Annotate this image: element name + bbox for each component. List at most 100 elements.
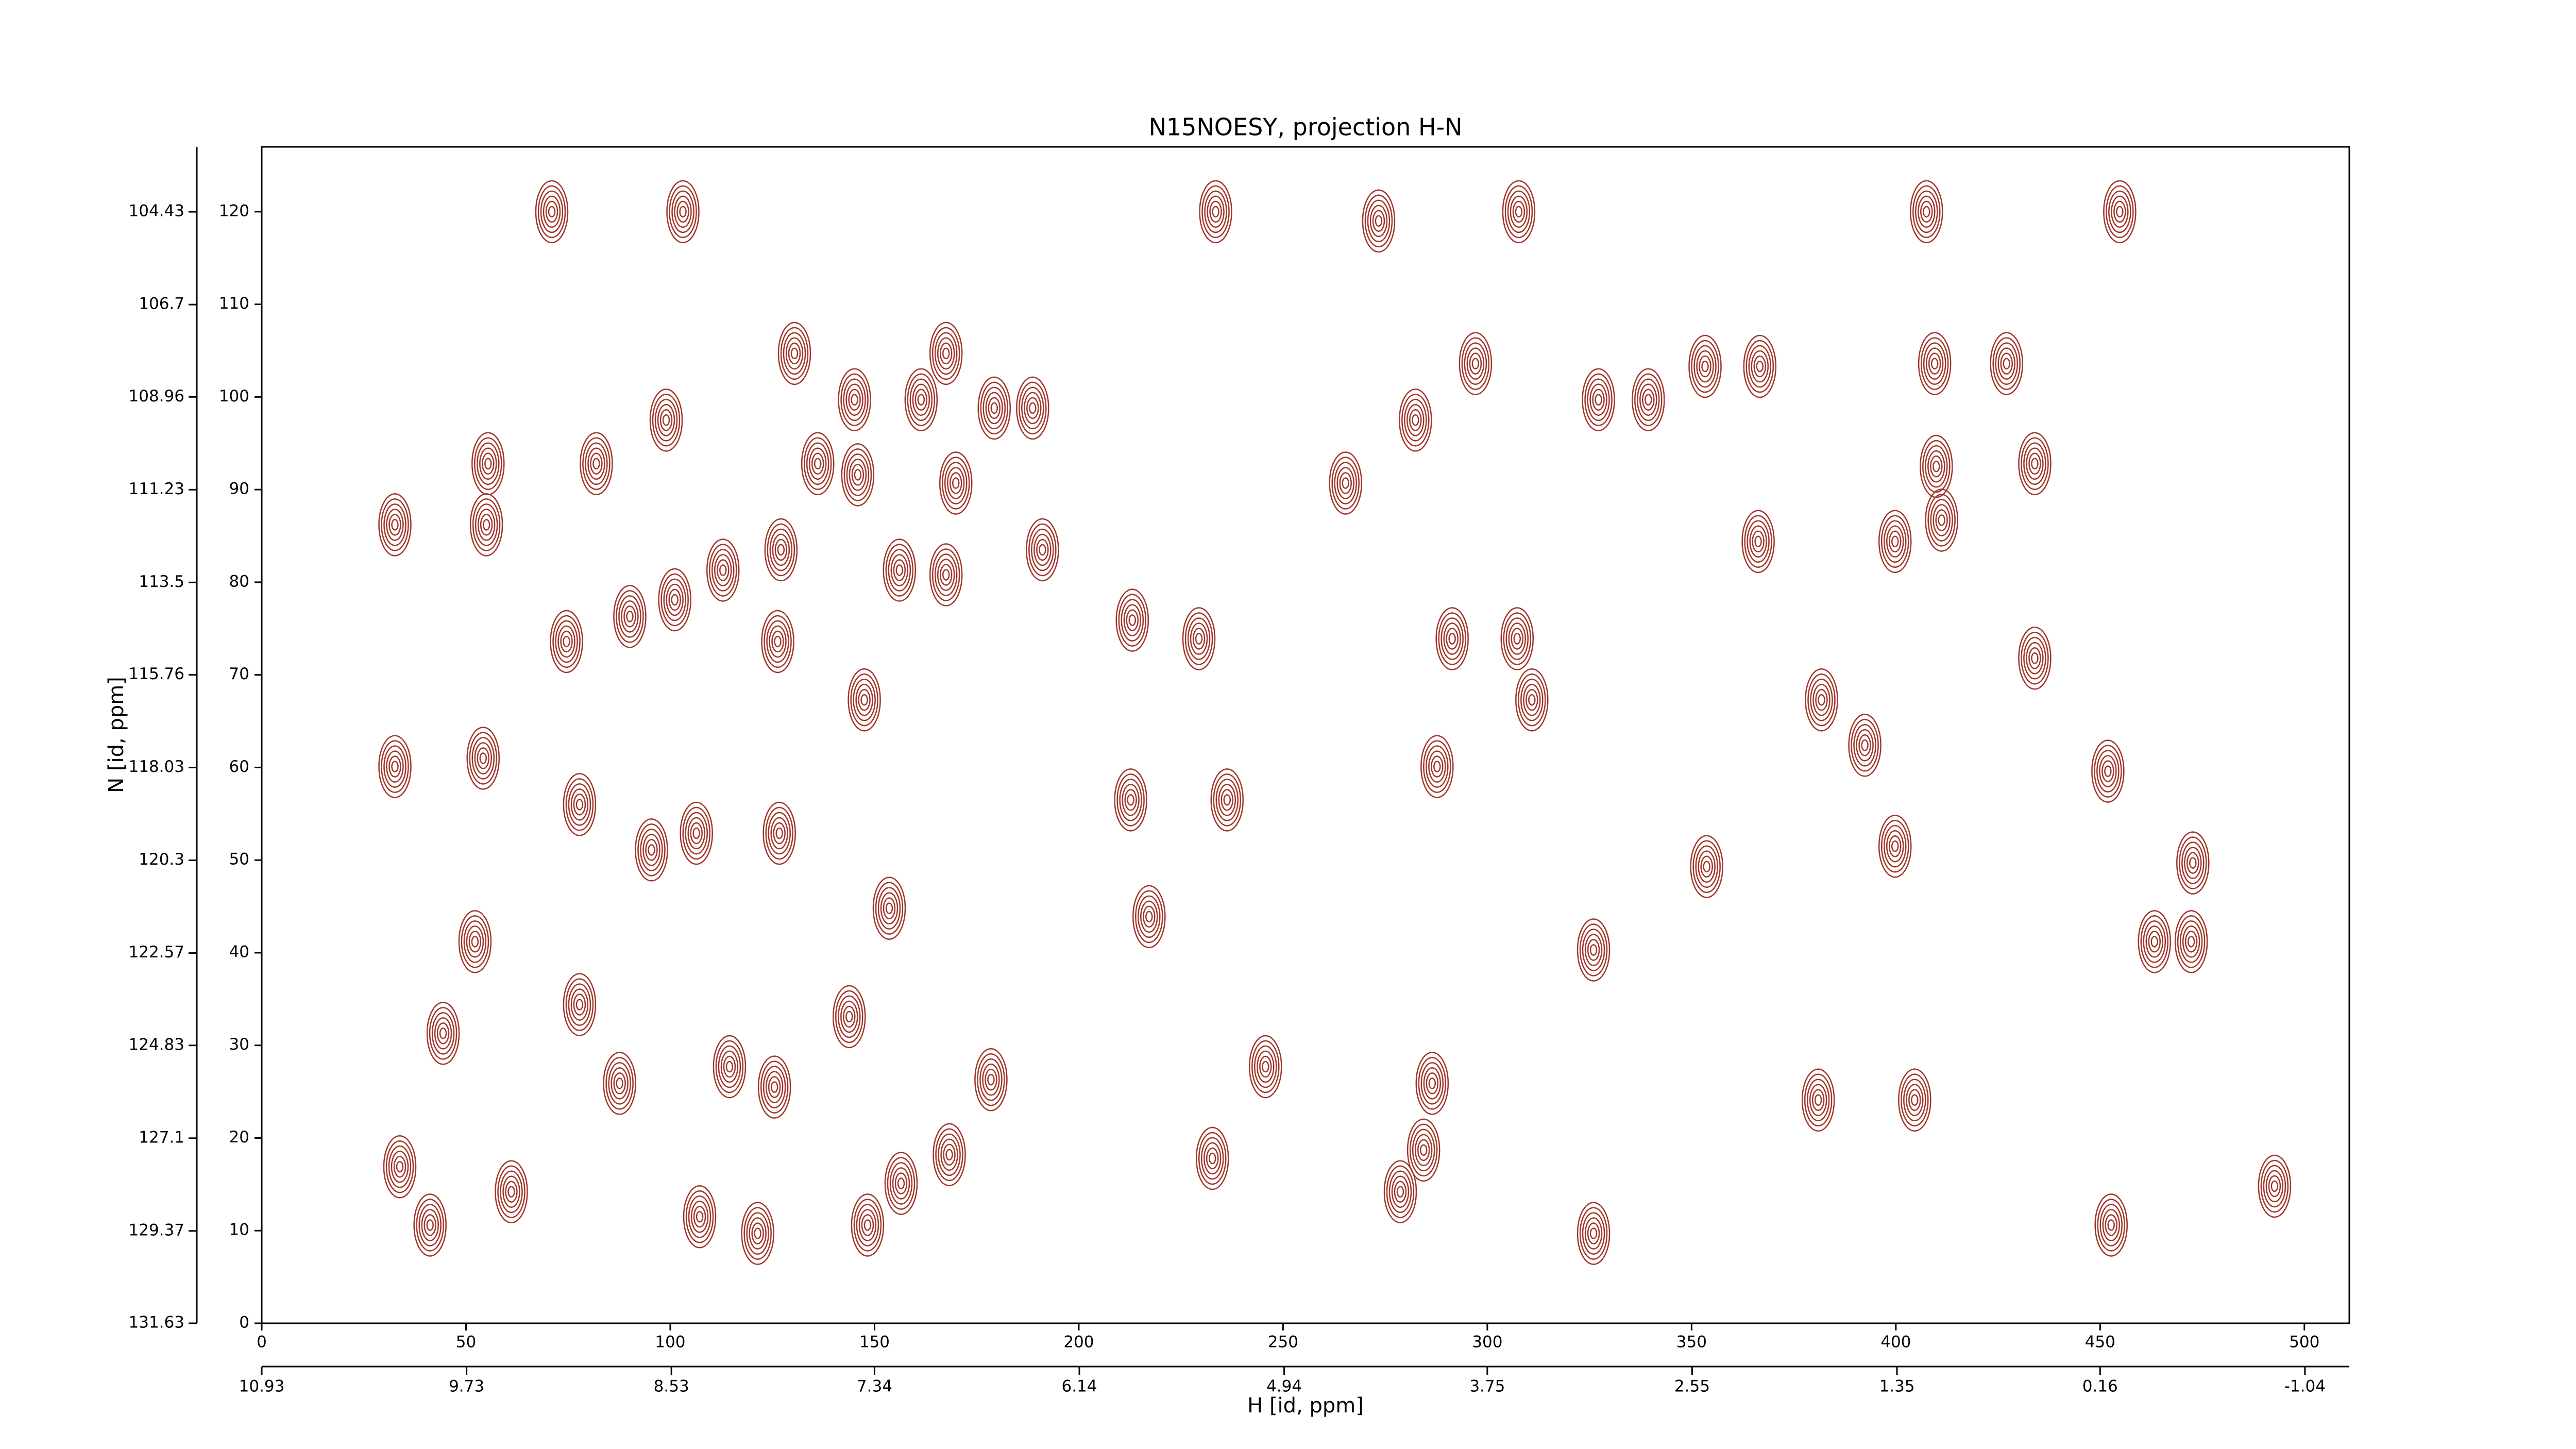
contour-ring	[706, 538, 740, 602]
contour-ring	[1923, 342, 1946, 385]
contour-ring	[1878, 510, 1912, 574]
contour-ring	[621, 600, 639, 633]
contour-ring	[1369, 205, 1388, 238]
contour-ring	[1513, 633, 1521, 645]
contour-ring	[790, 347, 799, 360]
contour-ring	[853, 678, 876, 721]
contour-ring	[474, 742, 493, 774]
contour-ring	[883, 538, 917, 602]
contour-ring	[570, 788, 589, 821]
y2-tick-label: 104.43	[129, 202, 184, 221]
contour-ring	[893, 559, 906, 581]
contour-ring	[466, 727, 500, 790]
contour-ring	[949, 472, 962, 494]
contour-ring	[1249, 1035, 1282, 1099]
contour-ring	[1878, 814, 1912, 878]
contour-ring	[885, 544, 914, 597]
contour-ring	[754, 1227, 761, 1239]
contour-ring	[671, 190, 694, 233]
contour-ring	[1426, 745, 1449, 788]
contour-ring	[2018, 432, 2052, 496]
contour-ring	[1923, 206, 1930, 218]
contour-ring	[1114, 768, 1147, 832]
contour-ring	[803, 437, 832, 491]
y-tick-label: 10	[229, 1221, 249, 1239]
contour-ring	[383, 1135, 417, 1199]
y2-tick-label: 122.57	[129, 943, 184, 962]
contour-ring	[1195, 1126, 1229, 1190]
contour-ring	[1692, 840, 1721, 894]
contour-ring	[2031, 458, 2039, 470]
contour-ring	[715, 1040, 744, 1093]
contour-ring	[1204, 190, 1227, 233]
contour-ring	[381, 498, 409, 551]
contour-ring	[841, 443, 875, 507]
contour-ring	[1029, 402, 1037, 414]
contour-ring	[1741, 510, 1775, 574]
contour-ring	[1140, 900, 1158, 933]
contour-ring	[772, 533, 790, 566]
contour-ring	[1026, 397, 1039, 419]
contour-ring	[1925, 347, 1944, 380]
contour-ring	[1906, 1084, 1924, 1117]
contour-ring	[463, 920, 487, 963]
y-tick-label: 30	[229, 1035, 249, 1054]
contour-ring	[385, 1140, 414, 1193]
contour-ring	[1200, 1137, 1224, 1180]
contour-ring	[2268, 1175, 2281, 1198]
contour-ring	[1339, 472, 1352, 494]
contour-ring	[858, 1209, 877, 1241]
contour-ring	[843, 1005, 856, 1028]
contour-ring	[946, 467, 965, 499]
contour-ring	[788, 342, 801, 365]
contour-ring	[1145, 911, 1153, 923]
contour-ring	[1848, 714, 1882, 777]
x2-tick-label: 8.53	[654, 1377, 689, 1396]
contour-ring	[988, 397, 1001, 419]
contour-ring	[2091, 739, 2125, 803]
contour-ring	[801, 432, 835, 496]
contour-ring	[725, 1060, 734, 1073]
y-tick-label: 80	[229, 572, 249, 591]
contour-ring	[1443, 622, 1461, 655]
contour-ring	[835, 990, 863, 1043]
contour-ring	[1911, 1094, 1919, 1106]
contour-ring	[2145, 925, 2164, 958]
y2-tick-label: 113.5	[139, 572, 184, 591]
contour-ring	[1515, 206, 1523, 218]
contour-ring	[1254, 1045, 1277, 1088]
contour-ring	[938, 1133, 961, 1176]
contour-ring	[1464, 342, 1487, 385]
contour-ring	[917, 394, 925, 406]
x-tick-label: 500	[2289, 1333, 2319, 1352]
contour-ring	[1990, 332, 2023, 395]
contour-ring	[1433, 761, 1441, 772]
contour-ring	[1589, 944, 1598, 956]
contour-ring	[565, 778, 594, 831]
contour-ring	[1577, 918, 1611, 982]
contour-ring	[1920, 337, 1949, 390]
contour-ring	[396, 1160, 404, 1173]
contour-ring	[423, 1214, 436, 1236]
contour-ring	[1251, 1040, 1280, 1093]
y-tick-label: 110	[219, 294, 249, 313]
contour-ring	[1024, 392, 1042, 425]
contour-ring	[2270, 1180, 2279, 1192]
contour-ring	[637, 823, 666, 877]
contour-ring	[1459, 332, 1493, 395]
contour-ring	[413, 1193, 447, 1257]
y2-tick-label: 124.83	[129, 1035, 184, 1054]
contour-ring	[605, 1057, 634, 1110]
contour-ring	[843, 378, 866, 422]
contour-ring	[563, 635, 570, 648]
contour-ring	[1801, 1068, 1835, 1132]
contour-ring	[1851, 719, 1879, 772]
contour-ring	[388, 514, 401, 536]
contour-ring	[1747, 520, 1770, 563]
contour-ring	[2028, 452, 2041, 475]
contour-ring	[1122, 784, 1140, 816]
contour-ring	[1388, 1170, 1412, 1213]
contour-ring	[1927, 494, 1956, 547]
contour-ring	[808, 447, 827, 480]
contour-ring	[1898, 1068, 1931, 1132]
